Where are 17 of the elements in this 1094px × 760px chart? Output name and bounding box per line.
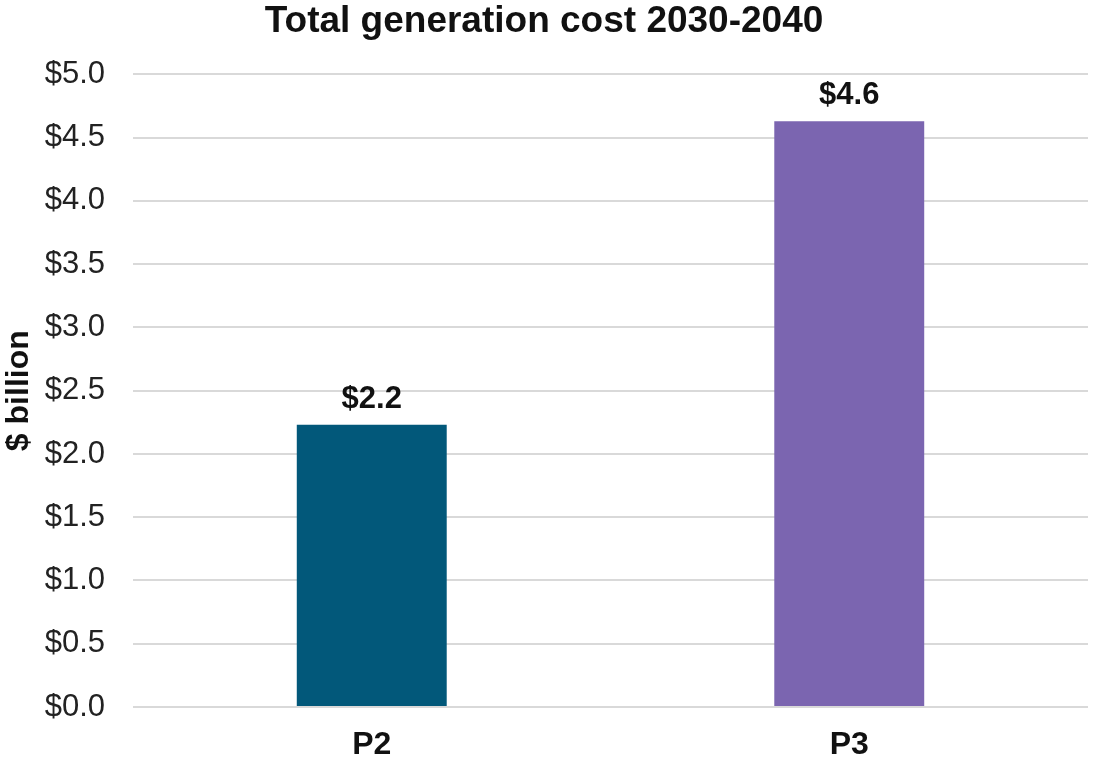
data-label: $4.6 (819, 76, 880, 112)
x-tick-label: P2 (352, 725, 392, 760)
y-tick-label: $1.0 (44, 561, 105, 597)
y-axis-title: $ billion (0, 330, 36, 452)
y-tick-label: $3.0 (44, 307, 105, 343)
y-tick-label: $4.0 (44, 181, 105, 217)
y-tick-label: $1.5 (44, 497, 105, 533)
y-tick-label: $2.5 (44, 371, 105, 407)
y-tick-label: $0.0 (44, 687, 105, 723)
y-tick-label: $2.0 (44, 434, 105, 470)
y-tick-label: $4.5 (44, 118, 105, 154)
chart-title: Total generation cost 2030-2040 (264, 0, 824, 41)
y-tick-label: $5.0 (44, 54, 105, 90)
data-label: $2.2 (341, 379, 402, 415)
y-tick-label: $0.5 (44, 624, 105, 660)
x-tick-label: P3 (829, 725, 869, 760)
y-tick-label: $3.5 (44, 244, 105, 280)
